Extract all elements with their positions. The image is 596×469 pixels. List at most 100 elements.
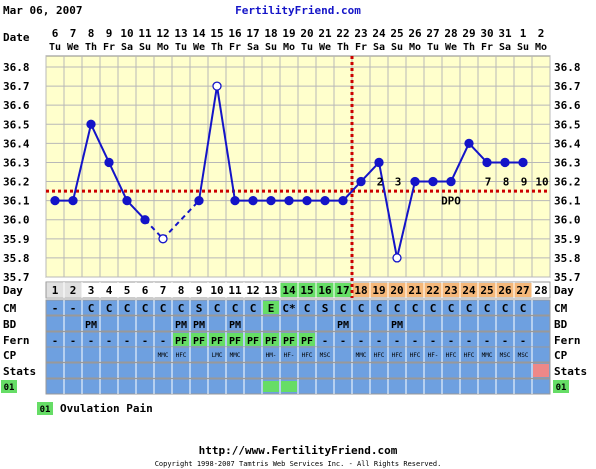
date-tick: 29: [462, 27, 475, 40]
date-tick: 7: [70, 27, 77, 40]
temperature-segment: [72, 124, 92, 201]
row-cp-label-left: CP: [3, 349, 17, 362]
ovulation-pain-mark: [263, 381, 279, 392]
temperature-point: [50, 195, 60, 206]
cp-value: HM-: [266, 352, 277, 359]
date-tick: 12: [156, 27, 169, 40]
cm-value: C: [394, 302, 401, 315]
temperature-point: [518, 157, 528, 168]
row-day-label-left: Day: [3, 284, 23, 297]
temperature-point: [482, 157, 492, 168]
weekday-tick: Su: [391, 42, 403, 53]
date-tick: 19: [282, 27, 295, 40]
date-tick: 24: [372, 27, 386, 40]
date-tick: 6: [52, 27, 59, 40]
date-tick: 17: [246, 27, 259, 40]
temperature-point: [86, 119, 96, 129]
fern-value: -: [142, 336, 148, 347]
cycle-day-cell: [442, 283, 460, 297]
cycle-day-number: 19: [372, 284, 385, 297]
y-tick-right: 35.9: [554, 233, 581, 246]
dpo-number: 7: [485, 176, 492, 189]
fern-value: -: [106, 336, 112, 347]
row-code-label-left: 01: [4, 383, 15, 393]
weekday-tick: Sa: [247, 42, 259, 53]
cm-value: C: [520, 302, 527, 315]
cycle-day-cell: [334, 283, 352, 297]
row-cm-label-right: CM: [554, 302, 568, 315]
temperature-point: [194, 195, 204, 206]
y-tick-right: 36.8: [554, 61, 581, 74]
cm-value: C: [178, 302, 185, 315]
fern-value: -: [52, 336, 58, 347]
date-tick: 20: [300, 27, 313, 40]
weekday-tick: We: [67, 42, 79, 53]
cycle-day-cell: [82, 283, 100, 297]
date-tick: 10: [120, 27, 133, 40]
row-bd-label-right: BD: [554, 318, 568, 331]
fern-value: -: [160, 336, 166, 347]
cm-value: C: [502, 302, 509, 315]
temperature-segment: [216, 85, 236, 201]
legend-label: Ovulation Pain: [60, 402, 153, 415]
temperature-segment: [198, 85, 218, 201]
cm-value: C: [232, 302, 239, 315]
cycle-day-cell: [172, 283, 190, 297]
y-tick-left: 36.3: [3, 156, 30, 169]
date-tick: 27: [426, 27, 439, 40]
cycle-day-cell: [370, 283, 388, 297]
temperature-point-open: [392, 253, 402, 263]
cm-value: C: [142, 302, 149, 315]
bd-value: PM: [175, 320, 187, 331]
cp-value: MSC: [500, 352, 511, 359]
row-code-label-bg-right: [553, 380, 569, 393]
cp-value: HFC: [302, 352, 313, 359]
stats-pink-cell: [533, 364, 549, 377]
cycle-day-cell: [262, 283, 280, 297]
brand-link[interactable]: FertilityFriend.com: [235, 4, 361, 17]
weekday-tick: Fr: [355, 42, 367, 53]
cycle-day-number: 11: [228, 284, 242, 297]
y-tick-right: 36.6: [554, 99, 581, 112]
cm-value: C: [88, 302, 95, 315]
temperature-point: [230, 195, 240, 206]
cm-value: C: [358, 302, 365, 315]
fern-highlight-cell: [245, 333, 261, 346]
cm-value: S: [196, 302, 203, 315]
temperature-point: [428, 176, 438, 187]
cp-value: HFC: [410, 352, 421, 359]
cm-value: C: [466, 302, 473, 315]
cycle-day-cell: [496, 283, 514, 297]
fern-value: PF: [301, 336, 313, 347]
weekday-tick: Mo: [409, 42, 421, 53]
temperature-point: [140, 215, 150, 225]
date-tick: 18: [264, 27, 277, 40]
weekday-tick: Sa: [499, 42, 511, 53]
temperature-segment: [378, 162, 398, 259]
cycle-day-cell: [424, 283, 442, 297]
cm-value: C: [214, 302, 221, 315]
weekday-tick: Tu: [301, 42, 313, 53]
cycle-day-number: 26: [498, 284, 512, 297]
weekday-tick: Tu: [49, 42, 61, 53]
fern-value: -: [340, 336, 346, 347]
footer-url[interactable]: http://www.FertilityFriend.com: [199, 444, 398, 457]
temperature-point: [374, 157, 384, 168]
cycle-day-cell: [118, 283, 136, 297]
cycle-day-number: 16: [318, 284, 332, 297]
cycle-day-number: 17: [336, 284, 349, 297]
temperature-segment: [108, 162, 128, 202]
dpo-number: 2: [377, 176, 384, 189]
cycle-day-cell: [532, 283, 550, 297]
weekday-tick: Th: [85, 42, 97, 53]
cm-value: C: [250, 302, 257, 315]
temperature-point: [320, 195, 330, 206]
date-tick: 1: [520, 27, 527, 40]
cp-value: MMC: [482, 352, 493, 359]
cm-value: C: [376, 302, 383, 315]
cycle-day-number: 6: [142, 284, 149, 297]
cycle-day-number: 1: [52, 284, 59, 297]
cycle-day-number: 5: [124, 284, 131, 297]
row-bd-label-left: BD: [3, 318, 17, 331]
